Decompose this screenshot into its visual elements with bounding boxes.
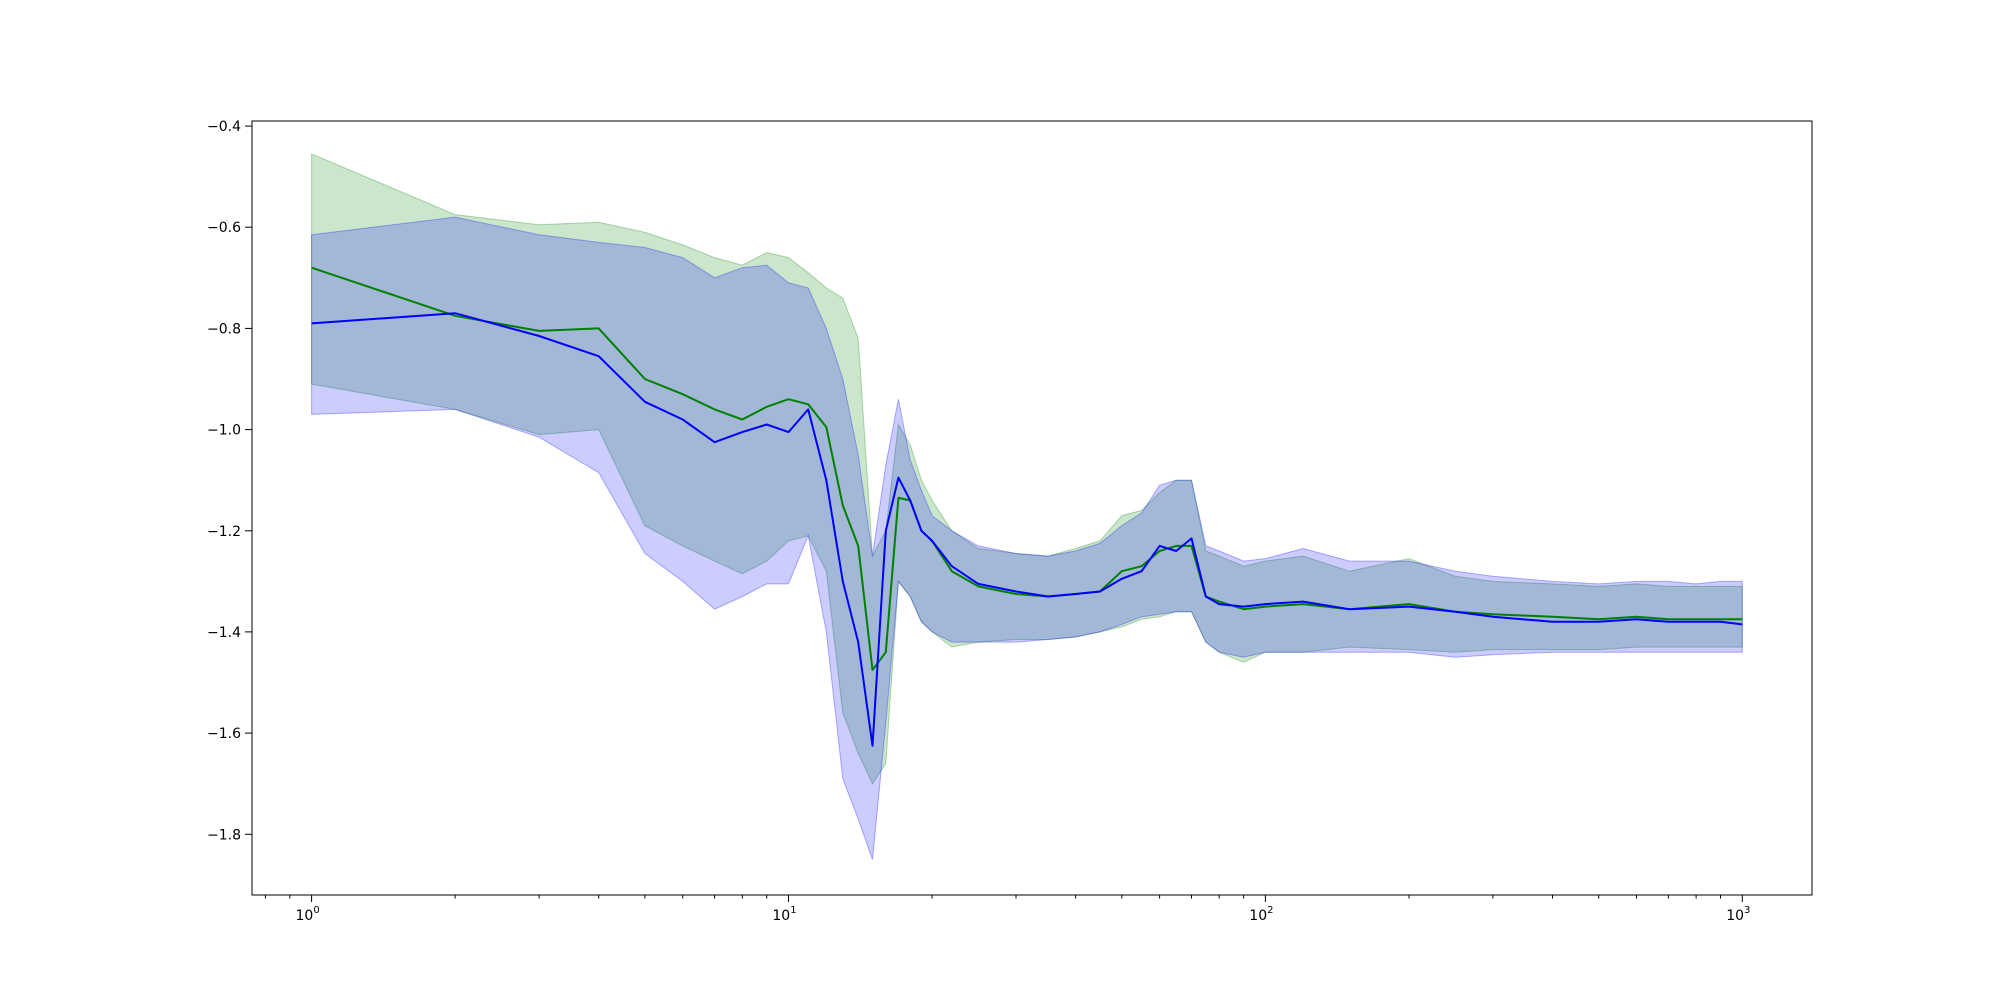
y-axis: −0.4 −0.6 −0.8 −1.0 −1.2 −1.4 −1.6 −1.8 — [207, 119, 252, 843]
y-tick-label: −1.0 — [207, 423, 241, 439]
plot-area — [311, 153, 1743, 860]
series-2-line — [311, 312, 1743, 747]
series-2-band — [311, 216, 1743, 860]
x-tick-label: 100 — [295, 905, 319, 924]
y-tick-label: −0.8 — [207, 321, 241, 337]
x-tick-label: 102 — [1249, 905, 1273, 924]
y-tick-label: −0.6 — [207, 220, 241, 236]
x-axis: 100 101 102 103 — [264, 895, 1750, 924]
y-tick-label: −0.4 — [207, 119, 241, 135]
axes-frame — [251, 120, 1813, 896]
y-tick-label: −1.4 — [207, 625, 241, 641]
y-tick-label: −1.2 — [207, 524, 241, 540]
y-tick-label: −1.6 — [207, 726, 241, 742]
y-tick-label: −1.8 — [207, 827, 241, 843]
series-1-band — [311, 153, 1743, 785]
x-tick-label: 101 — [772, 905, 796, 924]
x-tick-label: 103 — [1726, 905, 1750, 924]
